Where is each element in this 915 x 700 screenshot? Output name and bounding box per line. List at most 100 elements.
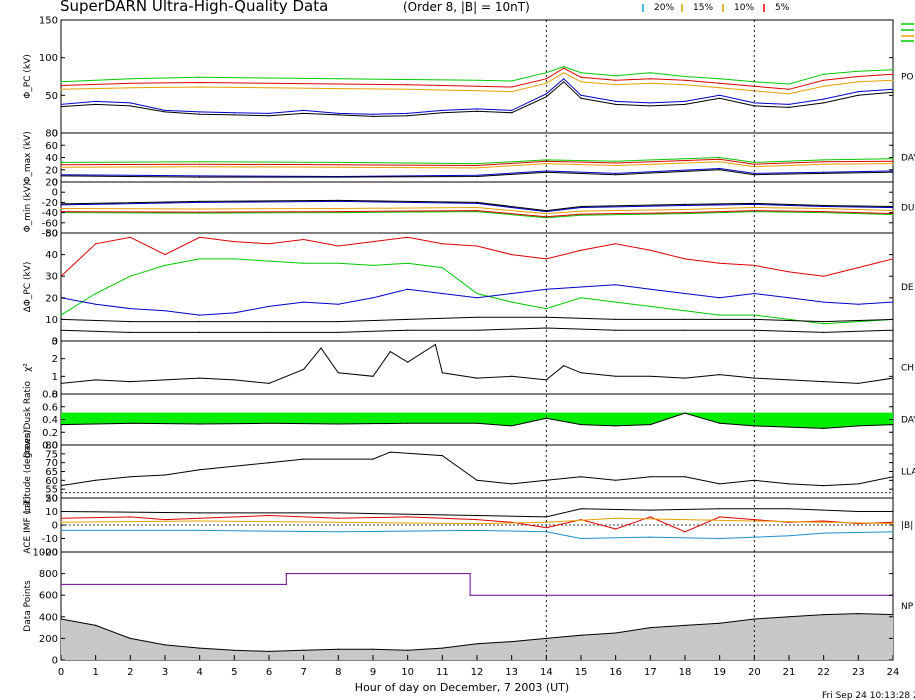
data-point <box>60 81 62 83</box>
data-point <box>892 91 894 93</box>
data-point <box>129 476 131 478</box>
data-point <box>892 69 894 71</box>
data-point <box>892 88 894 90</box>
data-point <box>753 174 755 176</box>
data-point <box>649 424 651 426</box>
data-point <box>892 210 894 212</box>
data-point <box>545 93 547 95</box>
x-tick-label: 19 <box>713 667 726 678</box>
data-point <box>199 423 201 425</box>
data-point <box>857 81 859 83</box>
data-point <box>476 202 478 204</box>
data-point <box>476 167 478 169</box>
data-point <box>649 82 651 84</box>
data-point <box>337 112 339 114</box>
data-point <box>788 535 790 537</box>
data-point <box>580 476 582 478</box>
data-point <box>753 161 755 163</box>
data-point <box>199 236 201 238</box>
y-tick-label: 0.8 <box>42 390 58 401</box>
x-tick-label: 14 <box>540 667 553 678</box>
data-point <box>199 517 201 519</box>
data-point <box>580 213 582 215</box>
data-point <box>337 83 339 85</box>
data-point <box>268 260 270 262</box>
data-point <box>476 523 478 525</box>
x-tick-label: 9 <box>370 667 376 678</box>
data-point <box>684 531 686 533</box>
y-tick-label: 150 <box>39 16 58 27</box>
data-point <box>407 84 409 86</box>
chart-subtitle: (Order 8, |B| = 10nT) <box>403 0 530 14</box>
y-tick-label: 80 <box>45 129 58 140</box>
y-tick-label: 55 <box>45 485 58 496</box>
data-point <box>892 170 894 172</box>
data-point <box>788 271 790 273</box>
series-line-phi-pc-3 <box>60 78 894 115</box>
data-point <box>823 321 825 323</box>
y-axis-label: Latitude (degrees) <box>23 430 33 513</box>
data-point <box>303 112 305 114</box>
data-point <box>337 521 339 523</box>
y-tick-label: 0 <box>52 656 58 667</box>
y-axis-label: Φ_PC (kV) <box>23 54 33 99</box>
data-point <box>129 321 131 323</box>
data-point <box>580 210 582 212</box>
data-point <box>684 208 686 211</box>
data-point <box>199 314 201 316</box>
y-tick-label: -20 <box>42 198 58 209</box>
y-tick-label: 0 <box>52 521 58 532</box>
data-point <box>649 249 651 251</box>
data-point <box>753 203 755 205</box>
data-point <box>788 426 790 428</box>
y-tick-label: -20 <box>42 548 58 559</box>
data-point <box>892 614 894 616</box>
y-tick-label: 2 <box>52 354 58 365</box>
data-point <box>337 262 339 264</box>
y-axis-label: Data Points <box>23 580 33 632</box>
data-point <box>129 308 131 310</box>
data-point <box>823 171 825 173</box>
data-point <box>164 264 166 266</box>
data-point <box>337 164 339 166</box>
data-point <box>268 321 270 323</box>
data-point <box>788 508 790 510</box>
data-point <box>823 85 825 87</box>
data-point <box>823 159 825 161</box>
data-point <box>823 79 825 81</box>
data-point <box>719 422 721 424</box>
data-point <box>407 329 409 331</box>
data-point <box>303 368 305 370</box>
data-point <box>615 318 617 320</box>
data-point <box>719 374 721 376</box>
data-point <box>892 206 894 209</box>
data-point <box>823 98 825 100</box>
legend-label: 10% <box>734 3 754 13</box>
x-tick-label: 15 <box>575 667 588 678</box>
data-point <box>60 583 62 586</box>
x-axis-label: Hour of day on December, 7 2003 (UT) <box>355 681 569 694</box>
data-point <box>823 381 825 383</box>
data-point <box>857 91 859 93</box>
x-tick-label: 6 <box>266 667 272 678</box>
data-point <box>615 632 617 634</box>
y-tick-label: 3 <box>52 337 58 348</box>
y-axis-label: χ² <box>23 363 33 372</box>
data-point <box>268 305 270 307</box>
data-point <box>857 613 859 615</box>
data-point <box>199 166 201 168</box>
data-point <box>545 82 547 84</box>
data-point <box>788 83 790 85</box>
data-point <box>719 297 721 299</box>
data-point <box>615 284 617 286</box>
data-point <box>719 82 721 84</box>
data-point <box>511 91 513 93</box>
data-point <box>337 303 339 305</box>
y-tick-label: -40 <box>42 208 58 219</box>
data-point <box>615 301 617 303</box>
series-line-phi-min-4 <box>60 199 894 212</box>
data-point <box>719 87 721 89</box>
data-point <box>788 103 790 105</box>
y-tick-label: 40 <box>45 250 58 261</box>
data-point <box>476 206 478 209</box>
